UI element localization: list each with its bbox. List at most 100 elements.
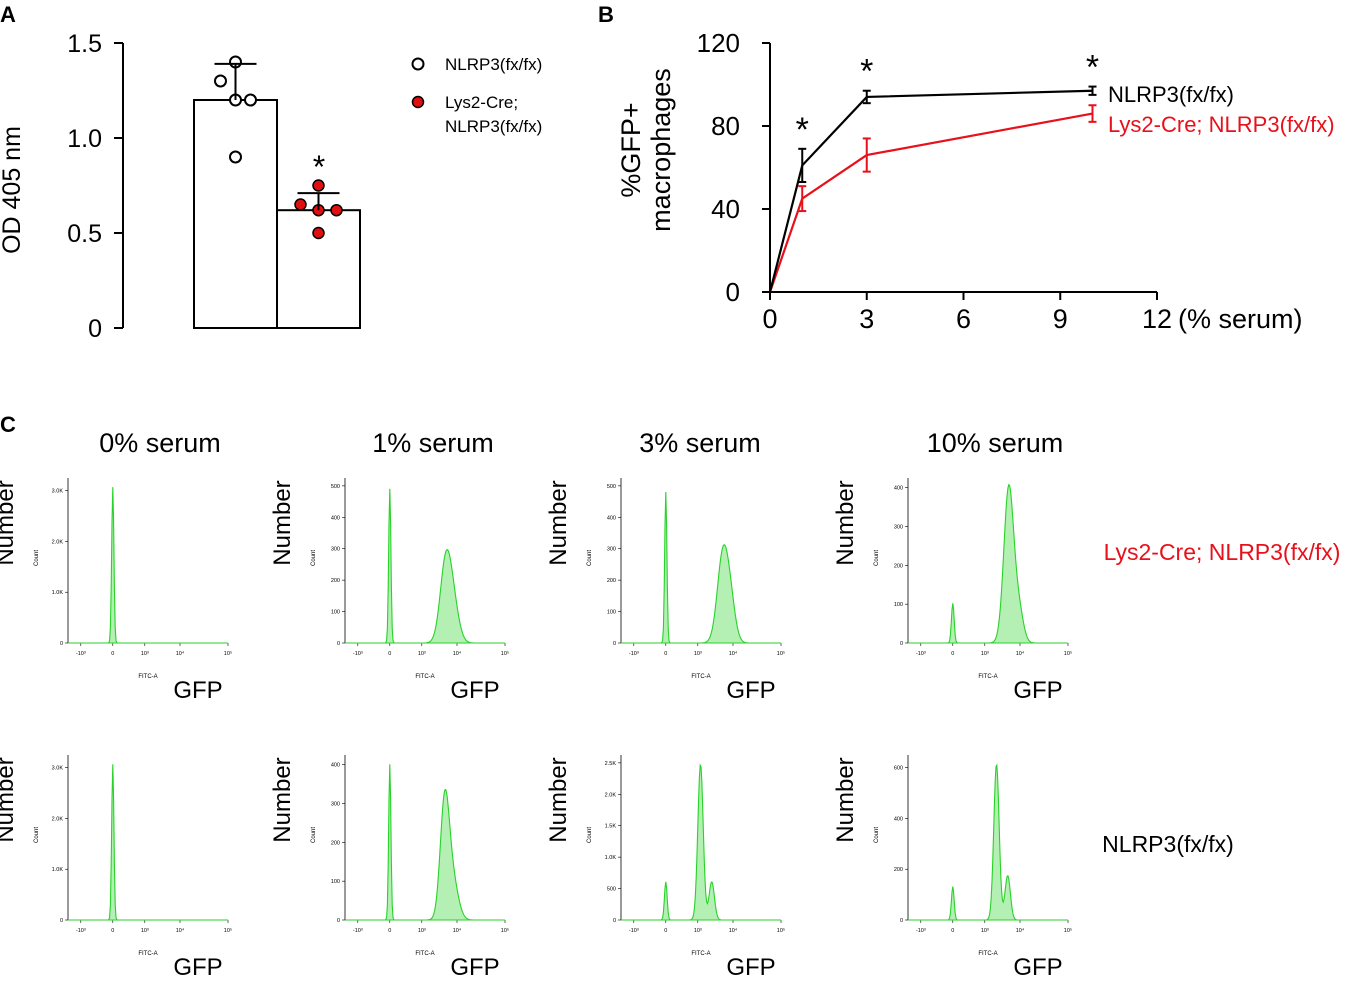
data-point <box>330 203 343 217</box>
histogram-0-3: Number GFP Count FITC-A 0 100 200 300 400 -10³ 0 10… <box>832 478 1072 704</box>
b-significance-star: * <box>860 53 873 91</box>
histogram-xtick-label: -10³ <box>353 928 363 934</box>
legend-a-ko-label-line1: Lys2-Cre; <box>445 93 518 112</box>
histogram-ytick-label: 400 <box>331 763 340 769</box>
histogram-curve <box>345 764 505 921</box>
histogram-curve <box>908 483 1068 644</box>
data-point <box>312 179 325 192</box>
row-label-wt: NLRP3(fx/fx) <box>1102 831 1234 857</box>
histogram-xtick-label: 0 <box>388 651 391 657</box>
histogram-ytick-label: 0 <box>60 641 63 647</box>
histogram-xtick-label: 10³ <box>141 651 149 657</box>
histogram-xlabel: GFP <box>726 677 775 704</box>
histogram-1-0: Number GFP Count FITC-A 0 1.0K 2.0K 3.0K -10³ 0 10… <box>0 755 232 981</box>
histogram-xtick-label: 10³ <box>981 651 989 657</box>
series-line <box>768 89 1093 293</box>
histogram-1-2: Number GFP Count FITC-A 0 500 1.0K 1.5K 2.0K 2.5K… <box>545 755 785 981</box>
b-xtick-label: 0 <box>762 304 777 334</box>
panel-c-label: C <box>0 412 16 437</box>
histogram-xtick-label: 0 <box>664 651 667 657</box>
histogram-xtick-label: -10³ <box>76 651 86 657</box>
histogram-xtick-label: 10⁵ <box>1064 927 1072 934</box>
histogram-xtick-label: 10⁴ <box>729 650 738 657</box>
histogram-ytick-label: 0 <box>337 918 340 924</box>
panel-a-ylabel: OD 405 nm <box>0 126 26 254</box>
column-title-2: 3% serum <box>639 428 761 458</box>
histogram-ytick-label: 200 <box>894 563 903 569</box>
histogram-0-2: Number GFP Count FITC-A 0 100 200 300 400 500 -10³… <box>545 478 785 704</box>
histogram-ytick-label: 400 <box>331 515 340 521</box>
a-ytick-label: 1.0 <box>67 125 102 153</box>
histogram-xtick-label: 10⁵ <box>501 650 509 657</box>
histogram-xlabel: GFP <box>450 954 499 981</box>
histogram-xtick-label: -10³ <box>353 651 363 657</box>
histogram-ytick-label: 300 <box>331 547 340 553</box>
histogram-small-ylabel: Count <box>874 827 880 843</box>
histogram-ytick-label: 200 <box>607 578 616 584</box>
histogram-ytick-label: 0 <box>613 641 616 647</box>
histogram-xtick-label: 10³ <box>141 928 149 934</box>
histogram-ytick-label: 2.0K <box>605 792 617 798</box>
histogram-xlabel: GFP <box>173 677 222 704</box>
histogram-xtick-label: 0 <box>388 928 391 934</box>
a-ytick-label: 1.5 <box>67 30 102 58</box>
histogram-1-1: Number GFP Count FITC-A 0 100 200 300 400 -10³ 0 10… <box>269 755 509 981</box>
histogram-ytick-label: 500 <box>607 484 616 490</box>
histogram-ytick-label: 200 <box>894 867 903 873</box>
histogram-xtick-label: 10⁴ <box>176 650 185 657</box>
histogram-small-ylabel: Count <box>874 550 880 566</box>
histogram-ytick-label: 1.0K <box>52 867 64 873</box>
b-xtick-label: 9 <box>1053 304 1068 334</box>
histogram-ytick-label: 0 <box>60 918 63 924</box>
histogram-xlabel: GFP <box>726 954 775 981</box>
column-title-0: 0% serum <box>99 428 221 458</box>
histogram-xtick-label: 10³ <box>418 651 426 657</box>
histogram-ytick-label: 600 <box>894 766 903 772</box>
histogram-curve <box>68 764 228 921</box>
legend-b-ko-label: Lys2-Cre; NLRP3(fx/fx) <box>1108 112 1335 137</box>
histogram-ylabel: Number <box>269 757 296 842</box>
histogram-small-xlabel: FITC-A <box>415 674 434 680</box>
histogram-ytick-label: 300 <box>894 525 903 531</box>
histogram-small-xlabel: FITC-A <box>978 674 997 680</box>
histogram-xtick-label: 0 <box>111 651 114 657</box>
histogram-ytick-label: 500 <box>331 484 340 490</box>
histogram-xtick-label: 0 <box>951 651 954 657</box>
histogram-ytick-label: 3.0K <box>52 766 64 772</box>
histogram-xtick-label: 10³ <box>694 651 702 657</box>
histogram-ytick-label: 400 <box>607 515 616 521</box>
histogram-ytick-label: 1.5K <box>605 824 617 830</box>
histogram-ytick-label: 300 <box>331 802 340 808</box>
histogram-curve <box>68 487 228 644</box>
histogram-curve <box>908 763 1068 921</box>
histogram-small-ylabel: Count <box>587 550 593 566</box>
histogram-ylabel: Number <box>0 757 19 842</box>
legend-a-ko-marker <box>411 95 425 109</box>
histogram-ylabel: Number <box>545 480 572 565</box>
histogram-small-ylabel: Count <box>34 827 40 843</box>
histogram-xtick-label: 10⁵ <box>777 927 785 934</box>
legend-b-wt-label: NLRP3(fx/fx) <box>1108 82 1234 107</box>
panel-a: A OD 405 nm 0 0.5 1.0 1.5 * NLRP3(fx/fx) Ly… <box>0 2 542 343</box>
data-point <box>312 226 325 240</box>
b-significance-star: * <box>796 111 809 149</box>
b-significance-star: * <box>1086 49 1099 87</box>
histogram-xtick-label: 10⁵ <box>224 650 232 657</box>
histogram-ytick-label: 0 <box>900 918 903 924</box>
histogram-xtick-label: -10³ <box>916 928 926 934</box>
histogram-ytick-label: 500 <box>607 887 616 893</box>
row-label-ko: Lys2-Cre; NLRP3(fx/fx) <box>1104 539 1341 565</box>
histogram-1-3: Number GFP Count FITC-A 0 200 400 600 -10³ 0 10³ 10… <box>832 755 1072 981</box>
column-title-3: 10% serum <box>927 428 1064 458</box>
histogram-small-ylabel: Count <box>311 550 317 566</box>
histogram-ytick-label: 400 <box>894 486 903 492</box>
histogram-xtick-label: 10⁵ <box>777 650 785 657</box>
histogram-xlabel: GFP <box>173 954 222 981</box>
histogram-xtick-label: 10⁵ <box>224 927 232 934</box>
histogram-ytick-label: 200 <box>331 840 340 846</box>
histogram-xlabel: GFP <box>1013 677 1062 704</box>
histogram-small-xlabel: FITC-A <box>138 951 157 957</box>
histogram-xtick-label: 0 <box>664 928 667 934</box>
histogram-xtick-label: 10³ <box>694 928 702 934</box>
histogram-xtick-label: 10⁴ <box>1016 927 1025 934</box>
